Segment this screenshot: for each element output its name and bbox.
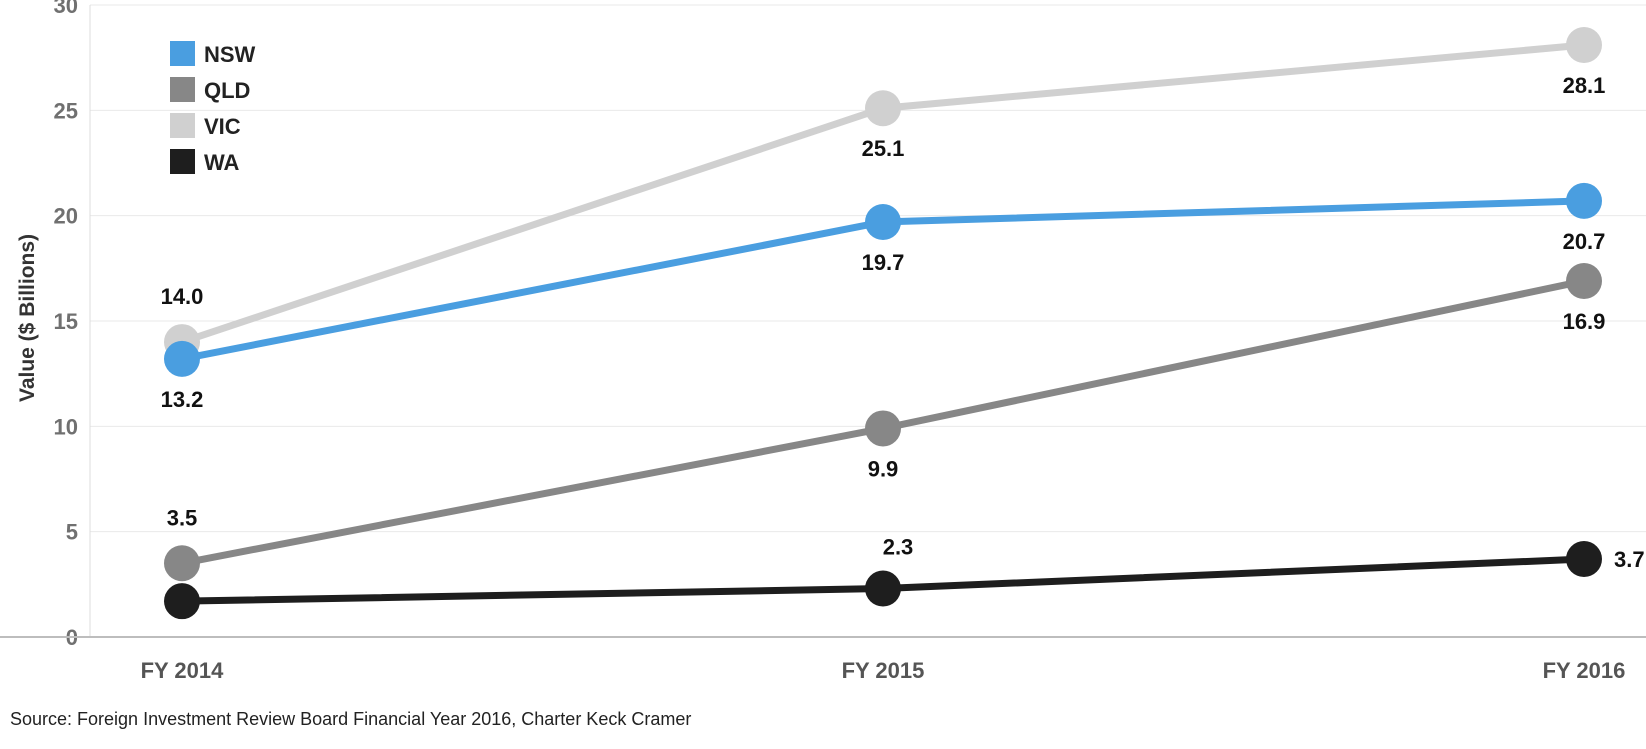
legend-label-nsw: NSW <box>204 42 256 67</box>
y-tick-label: 5 <box>66 520 78 545</box>
legend-swatch-vic <box>170 113 195 138</box>
data-point-nsw <box>164 340 200 377</box>
y-tick-label: 30 <box>54 0 78 18</box>
data-point-nsw <box>865 203 901 240</box>
data-point-vic <box>865 90 901 127</box>
source-note: Source: Foreign Investment Review Board … <box>10 709 692 729</box>
y-axis-title: Value ($ Billions) <box>16 234 39 402</box>
y-tick-label: 20 <box>54 204 78 229</box>
data-point-nsw <box>1566 182 1602 219</box>
legend-label-vic: VIC <box>204 114 241 139</box>
data-label-nsw: 19.7 <box>862 250 905 275</box>
data-label-wa: 3.7 <box>1614 547 1645 572</box>
data-point-qld <box>164 545 200 582</box>
data-label-vic: 28.1 <box>1563 73 1606 98</box>
data-point-qld <box>1566 262 1602 299</box>
legend: NSW QLD VIC WA <box>170 41 256 175</box>
series-lines <box>164 27 1602 620</box>
legend-swatch-qld <box>170 77 195 102</box>
data-label-vic: 14.0 <box>161 284 204 309</box>
legend-label-qld: QLD <box>204 78 250 103</box>
data-point-vic <box>1566 27 1602 64</box>
data-label-qld: 3.5 <box>167 505 198 530</box>
legend-label-wa: WA <box>204 150 240 175</box>
data-label-nsw: 20.7 <box>1563 229 1606 254</box>
data-label-qld: 16.9 <box>1563 309 1606 334</box>
legend-swatch-wa <box>170 149 195 174</box>
data-label-vic: 25.1 <box>862 136 905 161</box>
legend-swatch-nsw <box>170 41 195 66</box>
x-tick-label: FY 2014 <box>141 658 225 683</box>
series-line-vic <box>178 41 1588 346</box>
x-tick-label: FY 2016 <box>1543 658 1626 683</box>
data-labels: 13.2 19.7 20.7 3.5 9.9 16.9 14.0 25.1 28.1 2.3 3.7 <box>161 73 1645 572</box>
data-point-wa <box>164 583 200 620</box>
y-tick-label: 25 <box>54 98 78 123</box>
y-tick-label: 15 <box>54 309 78 334</box>
data-point-wa <box>1566 541 1602 578</box>
y-tick-label: 10 <box>54 414 78 439</box>
data-label-qld: 9.9 <box>868 456 899 481</box>
x-tick-label: FY 2015 <box>842 658 925 683</box>
data-point-qld <box>865 410 901 447</box>
data-point-wa <box>865 570 901 607</box>
data-label-nsw: 13.2 <box>161 387 204 412</box>
data-label-wa: 2.3 <box>883 535 914 560</box>
